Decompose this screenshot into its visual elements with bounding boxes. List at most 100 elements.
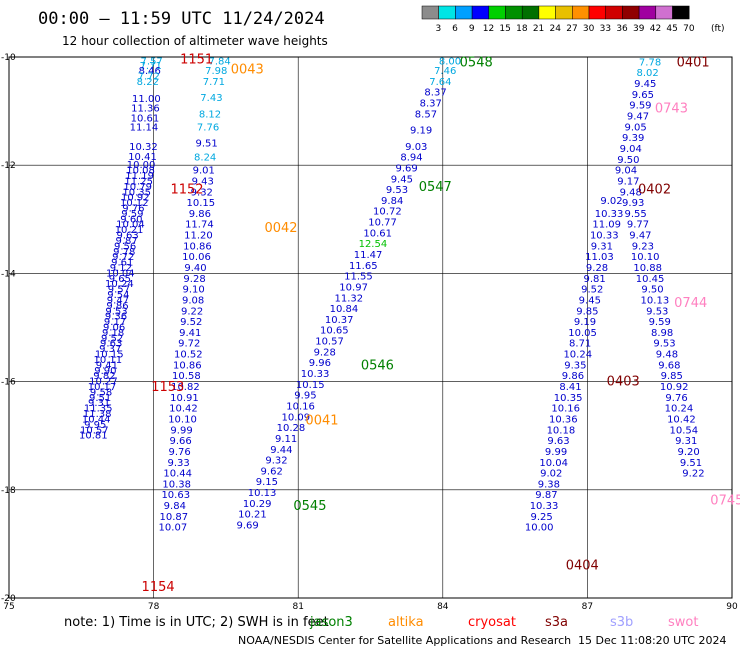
data-point-label: 9.93 (622, 198, 644, 209)
pass-time-label: 0404 (566, 559, 599, 574)
data-point-label: 7.64 (429, 77, 451, 88)
data-point-label: 9.50 (617, 155, 639, 166)
data-point-label: 9.20 (677, 447, 699, 458)
data-point-label: 7.78 (639, 57, 661, 68)
colorbar-swatch (455, 5, 473, 20)
colorbar: 3 6 9 12 15 18 21 24 27 30 33 36 39 42 45 70 (ft) (421, 5, 725, 34)
data-point-label: 9.69 (236, 521, 258, 532)
data-point-label: 10.21 (238, 510, 267, 521)
pass-time-label: 0546 (361, 358, 394, 373)
data-point-label: 10.61 (363, 228, 392, 239)
data-point-label: 8.00 (439, 56, 461, 67)
data-point-label: 9.84 (164, 501, 186, 512)
data-point-label: 7.71 (140, 61, 162, 72)
data-point-label: 10.88 (633, 263, 662, 274)
data-point-label: 9.99 (545, 447, 567, 458)
data-point-label: 9.03 (405, 142, 427, 153)
data-point-label: 9.45 (634, 79, 656, 90)
data-point-label: 9.53 (386, 185, 408, 196)
data-point-label: 10.13 (248, 488, 277, 499)
colorbar-swatch (488, 5, 506, 20)
data-point-label: 10.57 (315, 337, 344, 348)
colorbar-label: 24 (550, 24, 562, 34)
data-point-label: 10.13 (641, 295, 670, 306)
data-point-label: 7.76 (197, 122, 219, 133)
data-point-label: 9.08 (182, 295, 204, 306)
data-point-label: 10.18 (547, 425, 576, 436)
colorbar-label: 39 (633, 24, 645, 34)
data-point-label: 10.72 (373, 207, 402, 218)
data-points: 7.577.718.467.728.2211.0011.3610.6111.14… (79, 56, 705, 533)
data-point-label: 11.36 (131, 103, 160, 114)
data-point-label: 9.35 (564, 360, 586, 371)
data-point-label: 9.41 (96, 360, 118, 371)
legend-swot: swot (668, 615, 698, 630)
data-point-label: 10.15 (187, 198, 216, 209)
pass-time-label: 0403 (607, 375, 640, 390)
data-point-label: 10.97 (339, 282, 368, 293)
data-point-label: 10.45 (636, 274, 665, 285)
y-tick-label: -12 (1, 161, 16, 171)
data-point-label: 9.51 (195, 139, 217, 150)
data-point-label: 9.86 (189, 209, 211, 220)
data-point-label: 9.99 (170, 425, 192, 436)
data-point-label: 9.68 (658, 360, 680, 371)
chart-title: 00:00 – 11:59 UTC 11/24/2024 (38, 9, 325, 29)
y-tick-label: -10 (1, 53, 16, 63)
data-point-label: 8.24 (194, 153, 216, 164)
footer-timestamp: 15 Dec 11:08:20 UTC 2024 (578, 634, 726, 647)
data-point-label: 9.48 (620, 187, 642, 198)
colorbar-label: 30 (583, 24, 595, 34)
colorbar-label: 12 (483, 24, 494, 34)
data-point-label: 7.46 (434, 66, 456, 77)
data-point-label: 10.33 (301, 369, 330, 380)
pass-time-label: 1152 (170, 183, 203, 198)
data-point-label: 9.90 (94, 366, 116, 377)
data-point-label: 9.02 (600, 196, 622, 207)
data-point-label: 9.28 (314, 347, 336, 358)
data-point-label: 9.52 (581, 285, 603, 296)
data-point-label: 8.37 (424, 88, 446, 99)
data-point-label: 9.82 (93, 371, 115, 382)
data-point-label: 9.23 (632, 241, 654, 252)
data-point-label: 9.76 (665, 393, 687, 404)
data-point-label: 9.85 (661, 371, 683, 382)
data-point-label: 9.45 (579, 295, 601, 306)
data-point-label: 10.92 (660, 382, 689, 393)
data-point-label: 10.42 (169, 404, 198, 415)
pass-time-label: 0545 (293, 499, 326, 514)
data-point-label: 12.54 (359, 239, 388, 250)
data-point-label: 10.15 (296, 380, 325, 391)
data-point-label: 9.78 (113, 247, 135, 258)
data-point-label: 9.10 (182, 285, 204, 296)
data-point-label: 9.60 (120, 214, 142, 225)
data-point-label: 9.77 (627, 220, 649, 231)
colorbar-swatch (505, 5, 523, 20)
data-point-label: 8.02 (637, 68, 659, 79)
data-point-label: 9.47 (627, 112, 649, 123)
data-point-label: 9.31 (675, 436, 697, 447)
data-point-label: 9.59 (649, 317, 671, 328)
data-point-label: 10.42 (667, 414, 696, 425)
x-tick-label: 84 (437, 602, 449, 612)
data-point-label: 9.31 (88, 398, 110, 409)
pass-time-label: 0401 (677, 55, 710, 70)
colorbar-label: 6 (452, 24, 458, 34)
data-point-label: 11.14 (130, 122, 159, 133)
data-point-label: 9.95 (294, 391, 316, 402)
legend-altika: altika (388, 615, 424, 630)
data-point-label: 10.63 (161, 490, 190, 501)
data-point-label: 10.33 (590, 231, 619, 242)
data-point-label: 9.28 (586, 263, 608, 274)
data-point-label: 10.57 (80, 425, 109, 436)
x-tick-label: 78 (148, 602, 160, 612)
data-point-label: 9.50 (641, 285, 663, 296)
data-point-label: 9.72 (112, 252, 134, 263)
data-point-label: 9.22 (181, 306, 203, 317)
x-tick-label: 81 (292, 602, 303, 612)
data-point-label: 9.01 (193, 166, 215, 177)
data-point-label: 9.59 (121, 209, 143, 220)
data-point-label: 10.10 (631, 252, 660, 263)
data-point-label: 9.22 (682, 469, 704, 480)
